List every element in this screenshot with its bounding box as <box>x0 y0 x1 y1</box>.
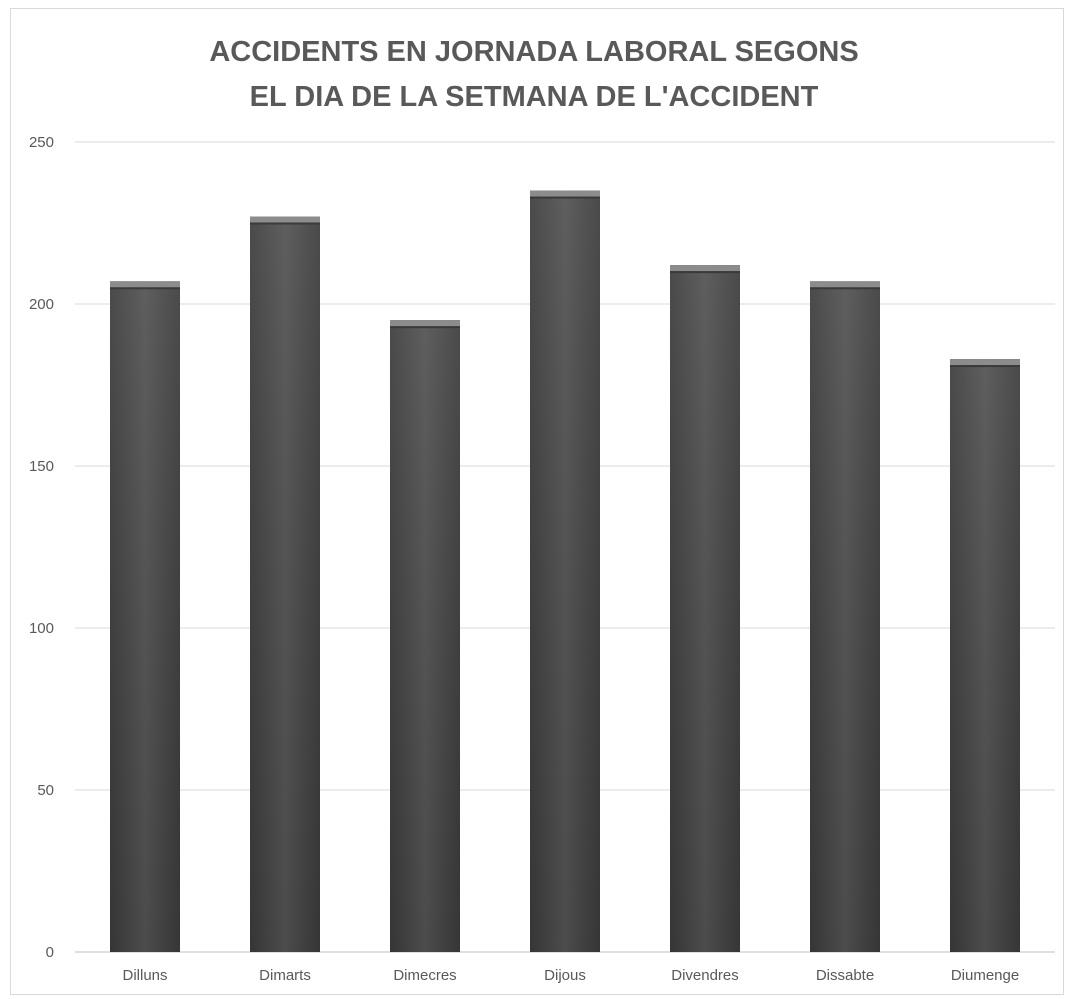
x-tick-label: Dijous <box>544 967 586 984</box>
y-tick-label: 100 <box>29 620 54 637</box>
bar-bevel <box>110 281 180 288</box>
y-tick-label: 250 <box>29 134 54 151</box>
bar-bevel <box>530 190 600 197</box>
bar-divendres <box>670 265 740 952</box>
bar-shade <box>390 320 460 952</box>
bar-bevel-shadow <box>670 271 740 274</box>
bar-shade <box>530 190 600 953</box>
x-tick-label: Dilluns <box>122 967 167 984</box>
bar-bevel <box>950 359 1020 366</box>
chart-title-line-1: ACCIDENTS EN JORNADA LABORAL SEGONS <box>209 36 859 68</box>
bar-dimarts <box>250 216 320 952</box>
bar-dimecres <box>390 320 460 952</box>
y-tick-label: 150 <box>29 458 54 475</box>
bar-shade <box>670 265 740 952</box>
bar-dissabte <box>810 281 880 952</box>
x-tick-label: Dimecres <box>393 967 456 984</box>
x-tick-label: Divendres <box>671 967 739 984</box>
bar-bevel <box>250 216 320 223</box>
bar-bevel-shadow <box>530 196 600 199</box>
x-tick-label: Dissabte <box>816 967 874 984</box>
bar-bevel-shadow <box>390 326 460 329</box>
bar-bevel-shadow <box>810 287 880 290</box>
bar-bevel <box>670 265 740 272</box>
x-axis-ticks: Dilluns Dimarts Dimecres Dijous Divendres Dis… <box>122 967 1019 984</box>
bar-shade <box>250 216 320 952</box>
bar-shade <box>110 281 180 952</box>
bar-shade <box>950 359 1020 953</box>
bar-bevel-shadow <box>110 287 180 290</box>
bar-dilluns <box>110 281 180 952</box>
bar-shade <box>810 281 880 952</box>
bar-bevel-shadow <box>950 365 1020 368</box>
bar-bevel <box>810 281 880 288</box>
chart-title-line-2: EL DIA DE LA SETMANA DE L'ACCIDENT <box>249 81 819 113</box>
y-tick-label: 200 <box>29 296 54 313</box>
bar-dijous <box>530 190 600 953</box>
y-axis-ticks: 0 50 100 150 200 250 <box>29 134 54 961</box>
y-tick-label: 50 <box>37 782 54 799</box>
x-tick-label: Diumenge <box>951 967 1019 984</box>
bar-diumenge <box>950 359 1020 953</box>
y-tick-label: 0 <box>46 944 54 961</box>
x-tick-label: Dimarts <box>259 967 311 984</box>
chart-title: ACCIDENTS EN JORNADA LABORAL SEGONS EL D… <box>0 30 1068 120</box>
bars <box>110 190 1020 953</box>
bar-bevel-shadow <box>250 222 320 225</box>
bar-bevel <box>390 320 460 327</box>
